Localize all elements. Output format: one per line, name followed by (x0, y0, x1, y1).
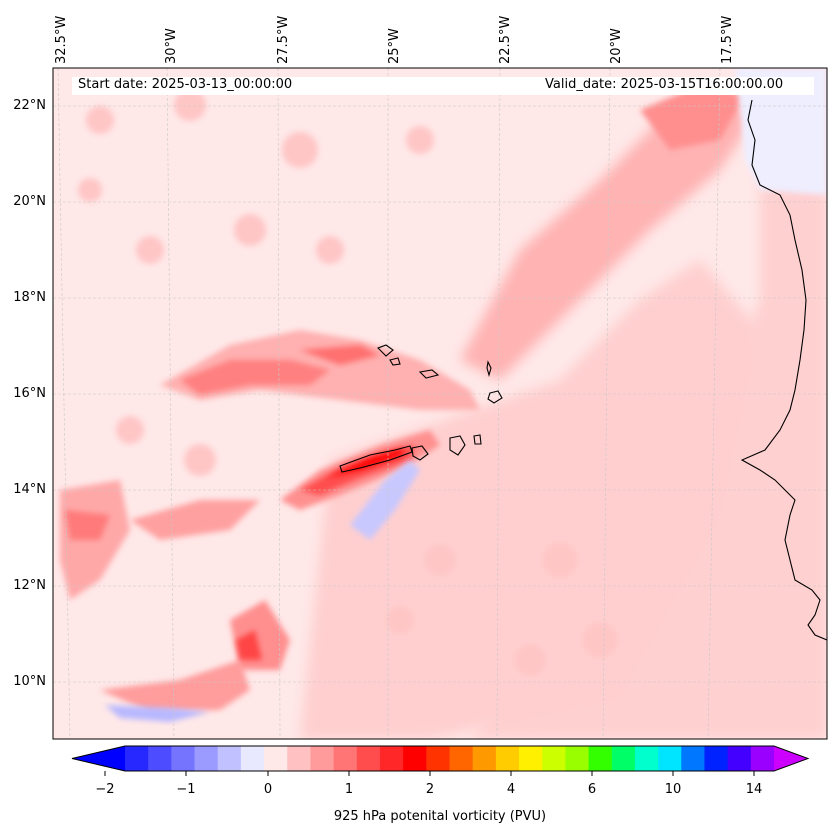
colorbar-segment (403, 746, 427, 771)
lon-label-30w: 30°W (164, 28, 179, 64)
lat-label-14n: 14°N (13, 482, 46, 497)
lon-label-20w: 20°W (609, 28, 624, 64)
colorbar-segment (333, 746, 358, 771)
colorbar-segment (287, 746, 311, 771)
colorbar-segment (519, 746, 543, 771)
lat-label-20n: 20°N (13, 194, 46, 209)
colorbar-tick-label: 2 (425, 782, 435, 797)
lat-label-12n: 12°N (13, 578, 46, 593)
colorbar-tick-label: 1 (344, 782, 354, 797)
colorbar-extend-high (774, 746, 808, 771)
colorbar-ticks (104, 771, 755, 776)
colorbar-segment (565, 746, 590, 771)
colorbar-segment (449, 746, 474, 771)
graticule (53, 68, 827, 739)
colorbar-outline (71, 745, 810, 772)
colorbar-tick-label: −1 (176, 782, 196, 797)
lon-label-27-5w: 27.5°W (276, 15, 291, 64)
coastline (740, 99, 827, 641)
colorbar-segment (125, 746, 149, 771)
valid-date-label: Valid_date: 2025-03-15T16:00:00.00 (545, 77, 784, 95)
colorbar-tick-label: 14 (745, 782, 763, 797)
colorbar-segment (704, 746, 729, 771)
colorbar-tick-label: 0 (263, 782, 273, 797)
colorbar-tick-label: 4 (506, 782, 516, 797)
lat-label-22n: 22°N (13, 98, 46, 113)
lat-label-10n: 10°N (13, 674, 46, 689)
colorbar-tick-label: −2 (95, 782, 115, 797)
colorbar-tick-label: 10 (664, 782, 682, 797)
colorbar-segment (472, 746, 497, 771)
colorbar-segment (495, 746, 520, 771)
colorbar-segment (426, 746, 450, 771)
colorbar-segment (240, 746, 265, 771)
colorbar (71, 745, 810, 772)
cape-verde-islands (339, 344, 503, 473)
colorbar-segment (148, 746, 172, 771)
colorbar-segment (681, 746, 705, 771)
colorbar-segment (310, 746, 335, 771)
colorbar-segment (658, 746, 682, 771)
colorbar-segment (217, 746, 242, 771)
pv-field (53, 68, 827, 739)
lon-label-32-5w: 32.5°W (54, 15, 69, 64)
colorbar-label: 925 hPa potenital vorticity (PVU) (333, 809, 547, 824)
colorbar-segment (750, 746, 775, 771)
lon-label-22-5w: 22.5°W (498, 15, 513, 64)
colorbar-segment (171, 746, 196, 771)
colorbar-segment (588, 746, 613, 771)
lon-label-25w: 25°W (387, 28, 402, 64)
colorbar-segment (356, 746, 381, 771)
colorbar-segment (727, 746, 752, 771)
colorbar-segment (264, 746, 288, 771)
colorbar-segment (634, 746, 659, 771)
lon-label-17-5w: 17.5°W (720, 15, 735, 64)
colorbar-tick-label: 6 (587, 782, 597, 797)
colorbar-segment (611, 746, 636, 771)
colorbar-segment (379, 746, 404, 771)
colorbar-extend-low (72, 746, 125, 771)
lat-label-16n: 16°N (13, 386, 46, 401)
colorbar-segment (194, 746, 219, 771)
lat-label-18n: 18°N (13, 290, 46, 305)
colorbar-segment (542, 746, 566, 771)
map-frame (52, 67, 828, 740)
